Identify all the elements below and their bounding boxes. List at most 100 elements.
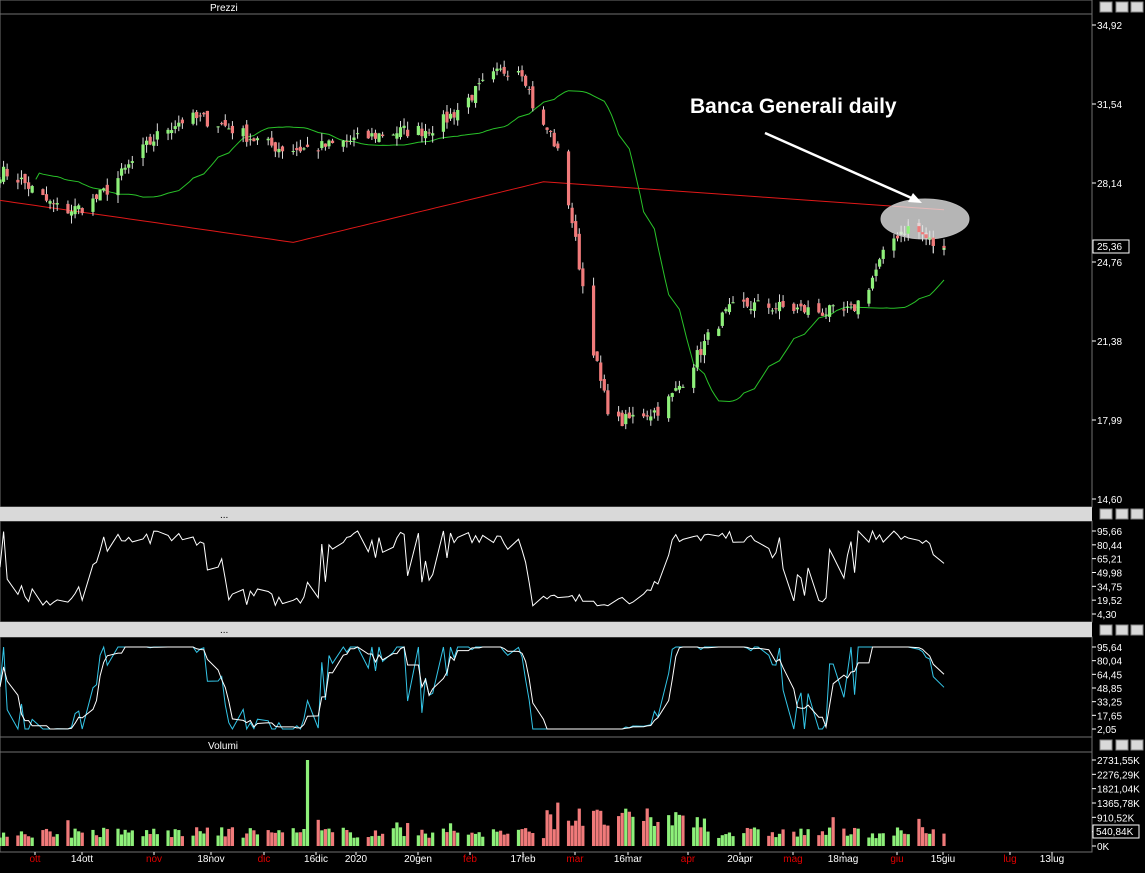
price-tick-label: 24,76 [1097,258,1122,269]
candle-up [255,138,260,141]
candle-up [98,189,102,201]
volume-bar [545,810,549,846]
candle-up [466,97,471,108]
osc1-tick-label: 34,75 [1097,582,1122,593]
osc2-panel-min-button[interactable] [1099,624,1113,636]
volume-bar [170,837,174,846]
volume-bar [316,819,320,846]
candle-up [831,305,835,307]
candle-up [398,127,403,137]
candle-up [827,305,832,317]
date-label: 14ott [71,854,93,865]
volume-bar [127,832,131,846]
price-panel-close-button[interactable] [1130,1,1144,13]
volume-bar [516,829,521,846]
osc2-axis-ticks: 95,64 80,04 64,45 48,85 33,25 17,65 2,05 [1092,643,1122,736]
volume-bar [381,833,385,846]
volume-bar [777,833,782,846]
volume-bar [77,831,81,846]
osc1-panel-frame [0,520,1093,623]
candle-up [395,133,399,139]
osc2-panel-close-button[interactable] [1130,624,1144,636]
candle-up [431,133,435,136]
date-label: feb [463,854,477,865]
volume-panel-close-button[interactable] [1130,739,1144,751]
volume-bar [1,832,6,846]
volume-bar [531,833,535,846]
volume-bar [570,825,574,846]
candle-down [105,184,109,195]
candle-up [706,332,710,340]
osc1-tick-label: 4,30 [1097,610,1117,621]
candle-up [867,289,871,304]
volume-bar [27,836,31,846]
volume-bar [456,832,460,846]
volume-bar [906,834,910,846]
volume-bar [241,837,245,846]
stoch-d-line [0,646,945,730]
candle-down [527,88,531,90]
volume-bar [291,828,295,846]
price-panel-frame [0,13,1093,508]
candle-up [845,306,850,308]
candle-up [170,130,174,134]
ma-long-line [0,181,945,243]
candle-up [681,386,685,388]
candle-down [298,146,302,152]
volume-bar [717,837,721,846]
price-tick-label: 14,60 [1097,495,1122,506]
candle-down [774,308,778,310]
volume-bar [702,818,707,846]
candle-down [524,75,528,86]
price-panel-min-button[interactable] [1099,1,1113,13]
osc1-tick-label: 80,44 [1097,541,1122,552]
volume-bar [91,829,95,846]
candle-up [649,416,653,421]
candle-down [273,142,277,152]
date-label: mag [783,854,802,865]
volume-bar [706,831,710,846]
price-panel-max-button[interactable] [1115,1,1129,13]
osc2-panel-max-button[interactable] [1115,624,1129,636]
volume-panel-min-button[interactable] [1099,739,1113,751]
date-label: mar [566,854,584,865]
osc1-panel-close-button[interactable] [1130,508,1144,520]
window-controls [1099,1,1144,751]
volume-bar [445,832,449,846]
candle-down [602,379,606,391]
date-label: 16dic [304,854,328,865]
volume-bar [649,817,653,846]
volume-bar [566,820,571,846]
volume-bar [323,829,327,846]
volume-bar [731,836,735,846]
candle-down [198,115,202,117]
candle-down [195,111,199,119]
date-label: nov [146,854,162,865]
highlight-ellipse [880,198,970,240]
osc2-tick-label: 48,85 [1097,684,1122,695]
volume-bar [448,823,453,846]
candle-up [116,178,120,196]
date-label: 13lug [1040,854,1064,865]
volume-bar [802,835,807,846]
volume-bar [642,820,646,846]
volume-bar [252,830,256,846]
candle-down [895,235,900,239]
volume-bar [692,827,696,846]
candle-up [631,414,635,417]
candle-down [41,189,45,196]
osc1-panel-max-button[interactable] [1115,508,1129,520]
candle-down [445,111,449,123]
volume-bar [903,833,907,846]
candle-up [499,68,503,70]
volume-bar [541,838,546,846]
volume-bar [670,825,674,846]
candle-up [402,125,406,129]
candle-down [373,132,378,139]
volume-bar [674,812,678,846]
volume-bar [874,838,878,846]
candle-down [642,413,646,417]
osc1-panel-min-button[interactable] [1099,508,1113,520]
volume-panel-max-button[interactable] [1115,739,1129,751]
